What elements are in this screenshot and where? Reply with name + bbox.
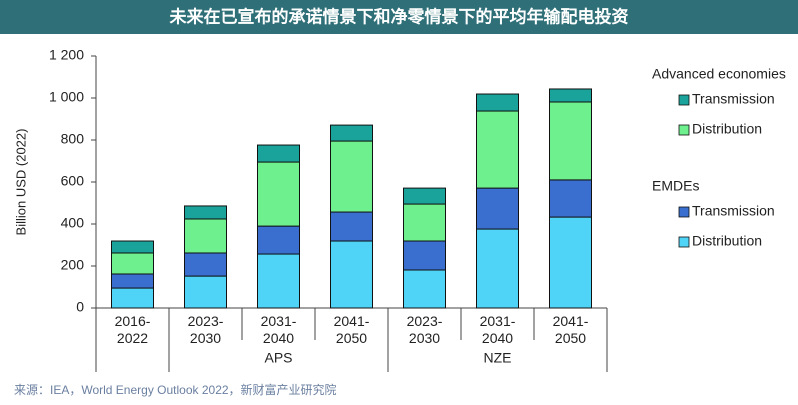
y-axis-label: Billion USD (2022): [13, 129, 28, 236]
bar-segment: [476, 187, 519, 230]
bar-segment: [184, 205, 227, 220]
bar-segment: [476, 93, 519, 112]
y-tick-label: 400: [61, 215, 85, 231]
legend-swatch: [678, 124, 690, 136]
bar-segment: [330, 211, 373, 242]
y-tick-label: 200: [61, 257, 85, 273]
bar-segment: [330, 140, 373, 213]
title-banner: [0, 0, 798, 34]
group-label: APS: [264, 350, 292, 366]
bar-segment: [111, 273, 154, 289]
legend-label: Transmission: [692, 203, 775, 219]
bar-segment: [476, 110, 519, 189]
bar-segment: [403, 203, 446, 242]
x-tick-label: 2031-2040: [260, 313, 297, 346]
bar-segment: [111, 240, 154, 254]
bar-segment: [257, 144, 300, 163]
legend-label: Transmission: [692, 91, 775, 107]
x-tick-label: 2023-2030: [406, 313, 443, 346]
bar-segment: [403, 240, 446, 271]
y-tick-label: 800: [61, 131, 85, 147]
bar-segment: [111, 287, 154, 309]
x-label-box: 2023-2030: [187, 313, 224, 346]
bar-segment: [184, 218, 227, 254]
bar-segment: [330, 124, 373, 142]
chart-title: 未来在已宣布的承诺情景下和净零情景下的平均年输配电投资: [169, 6, 629, 26]
bar-segment: [330, 240, 373, 309]
x-tick-label: 2031-2040: [479, 313, 516, 346]
x-tick-label: 2023-2030: [187, 313, 224, 346]
legend-label: Distribution: [692, 121, 762, 137]
x-tick-label: 2016-2022: [114, 313, 151, 346]
legend-swatch: [678, 236, 690, 248]
bar-segment: [257, 161, 300, 227]
bar-segment: [257, 253, 300, 309]
bar-segment: [476, 228, 519, 309]
legend-group-title: EMDEs: [652, 178, 699, 194]
x-label-box: 2041-2050: [552, 313, 589, 346]
x-label-box: 2031-2040: [479, 313, 516, 346]
legend-swatch: [678, 94, 690, 106]
bar-segment: [184, 252, 227, 277]
source: 来源：IEA，World Energy Outlook 2022，新财富产业研究…: [14, 382, 337, 397]
bar-segment: [403, 187, 446, 205]
bar-segment: [549, 88, 592, 103]
group-label: NZE: [484, 350, 512, 366]
x-label-box: 2041-2050: [333, 313, 370, 346]
legend-label: Distribution: [692, 233, 762, 249]
x-label-box: 2031-2040: [260, 313, 297, 346]
bar-segment: [403, 269, 446, 309]
x-label-box: 2023-2030: [406, 313, 443, 346]
x-tick-label: 2041-2050: [333, 313, 370, 346]
y-tick-label: 600: [61, 173, 85, 189]
bar-segment: [549, 216, 592, 309]
y-tick-label: 1 200: [49, 47, 84, 63]
bar-segment: [184, 275, 227, 309]
legend-group-title: Advanced economies: [652, 66, 786, 82]
bar-segment: [257, 225, 300, 255]
bar-segment: [111, 252, 154, 275]
legend-swatch: [678, 206, 690, 218]
y-tick-label: 0: [76, 299, 84, 315]
bar-segment: [549, 179, 592, 218]
bar-segment: [549, 101, 592, 181]
x-tick-label: 2041-2050: [552, 313, 589, 346]
x-label-box: 2016-2022: [114, 313, 151, 346]
y-tick-label: 1 000: [49, 89, 84, 105]
